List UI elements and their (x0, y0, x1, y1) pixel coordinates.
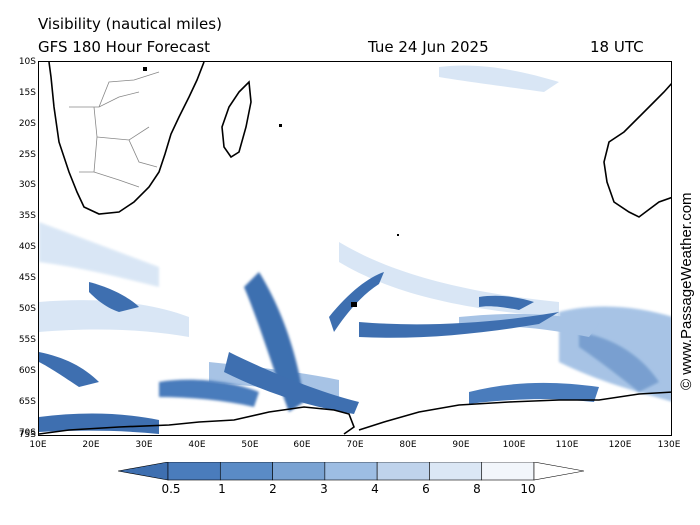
lat-label: 75S (18, 430, 36, 440)
lon-label: 130E (657, 440, 681, 450)
legend-swatch (324, 461, 378, 481)
lat-label: 20S (18, 119, 36, 129)
lon-label: 80E (399, 440, 417, 450)
lat-label: 60S (18, 366, 36, 376)
lat-label: 15S (18, 88, 36, 98)
lat-label: 55S (18, 335, 36, 345)
header-time: 18 UTC (590, 38, 644, 56)
lat-label: 30S (18, 180, 36, 190)
legend-label: 3 (320, 482, 328, 496)
legend-label: 2 (269, 482, 277, 496)
visibility-map (38, 61, 672, 436)
islands (143, 67, 399, 307)
legend-label: 10 (520, 482, 536, 496)
lon-label: 50E (241, 440, 259, 450)
lon-label: 60E (293, 440, 311, 450)
map-canvas (39, 62, 671, 435)
legend-swatch (167, 461, 221, 481)
lon-label: 40E (188, 440, 206, 450)
credit-text: © www.PassageWeather.com (678, 192, 695, 390)
legend-label: 1 (218, 482, 226, 496)
lon-label: 30E (135, 440, 153, 450)
lat-label: 10S (18, 57, 36, 67)
legend-colorbar-svg (117, 461, 585, 481)
lon-label: 110E (555, 440, 579, 450)
header-date: Tue 24 Jun 2025 (368, 38, 489, 56)
lat-label: 45S (18, 273, 36, 283)
legend-swatch (272, 461, 326, 481)
visibility-field-dense (39, 272, 599, 434)
lat-label: 50S (18, 304, 36, 314)
lon-label: 90E (452, 440, 470, 450)
legend-swatch (376, 461, 430, 481)
lat-label: 70S (18, 428, 36, 438)
lat-label: 40S (18, 242, 36, 252)
legend-label: 4 (371, 482, 379, 496)
legend-swatch (533, 461, 585, 481)
legend-label: 6 (422, 482, 430, 496)
lon-label: 20E (82, 440, 100, 450)
legend-colorbar (117, 461, 585, 488)
lat-label: 25S (18, 150, 36, 160)
coastlines (39, 62, 671, 435)
header-subtitle: GFS 180 Hour Forecast (38, 38, 211, 56)
lat-label: 65S (18, 397, 36, 407)
legend-swatch (429, 461, 483, 481)
credit-watermark: © www.PassageWeather.com (676, 150, 696, 390)
legend-swatch (481, 461, 535, 481)
legend-swatch (117, 461, 169, 481)
lon-label: 120E (608, 440, 632, 450)
header-title: Visibility (nautical miles) (38, 15, 222, 33)
legend-label: 8 (473, 482, 481, 496)
lon-label: 10E (29, 440, 47, 450)
country-borders (69, 71, 160, 188)
visibility-field-light (39, 65, 671, 402)
legend-label: 0.5 (161, 482, 181, 496)
lon-label: 100E (502, 440, 526, 450)
lat-label: 35S (18, 211, 36, 221)
lon-label: 70E (346, 440, 364, 450)
legend-swatch (219, 461, 273, 481)
